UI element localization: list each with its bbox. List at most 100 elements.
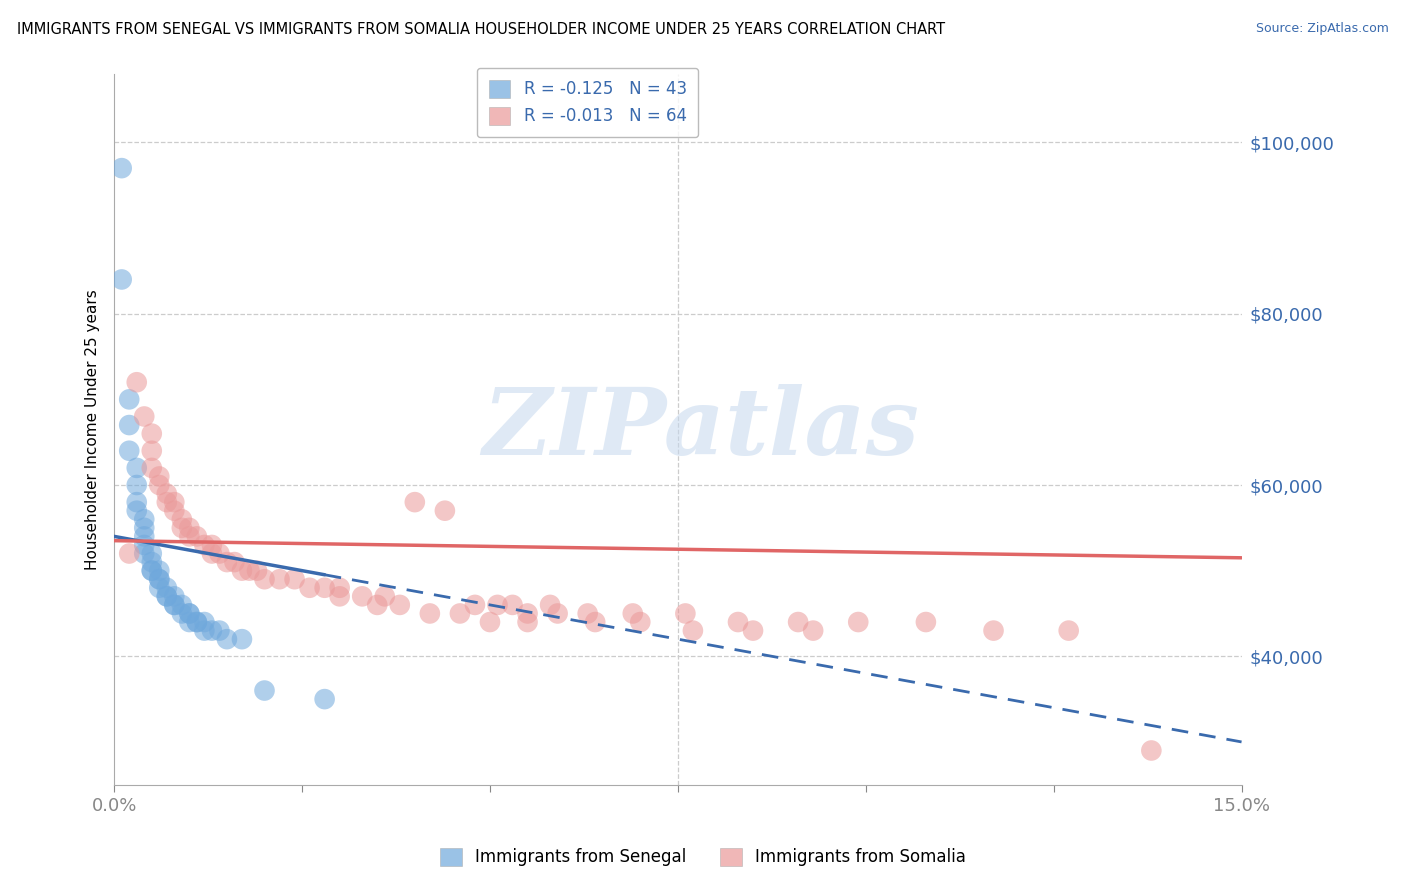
Point [118,443,141,458]
Point [621,607,644,621]
Point [628,615,651,629]
Point [404,495,426,509]
Point [224,555,246,569]
Point [163,590,186,604]
Point [141,443,163,458]
Point [352,590,374,604]
Point [148,572,170,586]
Point [125,478,148,492]
Point [329,590,352,604]
Point [284,572,307,586]
Point [201,624,224,638]
Point [201,538,224,552]
Point [516,607,538,621]
Point [186,529,208,543]
Point [125,461,148,475]
Point [186,615,208,629]
Y-axis label: Householder Income Under 25 years: Householder Income Under 25 years [86,289,100,570]
Point [215,555,238,569]
Point [193,615,215,629]
Point [231,564,253,578]
Point [156,495,179,509]
Point [193,624,215,638]
Point [464,598,486,612]
Point [314,581,336,595]
Point [141,461,163,475]
Point [170,607,193,621]
Point [682,624,704,638]
Text: Source: ZipAtlas.com: Source: ZipAtlas.com [1256,22,1389,36]
Point [238,564,260,578]
Point [179,607,201,621]
Point [134,529,156,543]
Point [134,547,156,561]
Point [179,529,201,543]
Point [163,495,186,509]
Point [118,547,141,561]
Point [134,409,156,424]
Point [215,632,238,647]
Point [1057,624,1080,638]
Point [298,581,321,595]
Point [329,581,352,595]
Point [170,598,193,612]
Point [478,615,501,629]
Point [742,624,765,638]
Point [125,376,148,390]
Point [419,607,441,621]
Point [502,598,524,612]
Point [231,632,253,647]
Point [915,615,938,629]
Point [547,607,569,621]
Point [388,598,411,612]
Point [486,598,509,612]
Text: IMMIGRANTS FROM SENEGAL VS IMMIGRANTS FROM SOMALIA HOUSEHOLDER INCOME UNDER 25 Y: IMMIGRANTS FROM SENEGAL VS IMMIGRANTS FR… [17,22,945,37]
Point [179,607,201,621]
Point [170,512,193,526]
Point [156,590,179,604]
Point [111,272,134,286]
Point [156,590,179,604]
Point [141,547,163,561]
Point [148,478,170,492]
Point [801,624,824,638]
Point [125,504,148,518]
Point [846,615,869,629]
Point [433,504,456,518]
Point [179,615,201,629]
Point [269,572,291,586]
Point [141,564,163,578]
Point [246,564,269,578]
Point [983,624,1005,638]
Point [576,607,599,621]
Point [163,598,186,612]
Point [148,572,170,586]
Point [148,564,170,578]
Legend: Immigrants from Senegal, Immigrants from Somalia: Immigrants from Senegal, Immigrants from… [433,841,973,873]
Point [118,392,141,407]
Point [201,547,224,561]
Point [727,615,749,629]
Point [253,572,276,586]
Point [179,521,201,535]
Point [516,615,538,629]
Point [118,418,141,433]
Point [134,538,156,552]
Point [193,538,215,552]
Point [208,547,231,561]
Point [186,615,208,629]
Text: ZIPatlas: ZIPatlas [482,384,920,475]
Point [148,581,170,595]
Point [111,161,134,175]
Point [787,615,810,629]
Point [314,692,336,706]
Point [583,615,606,629]
Point [538,598,561,612]
Point [366,598,388,612]
Point [125,495,148,509]
Point [141,564,163,578]
Point [170,521,193,535]
Point [208,624,231,638]
Point [449,607,471,621]
Point [141,555,163,569]
